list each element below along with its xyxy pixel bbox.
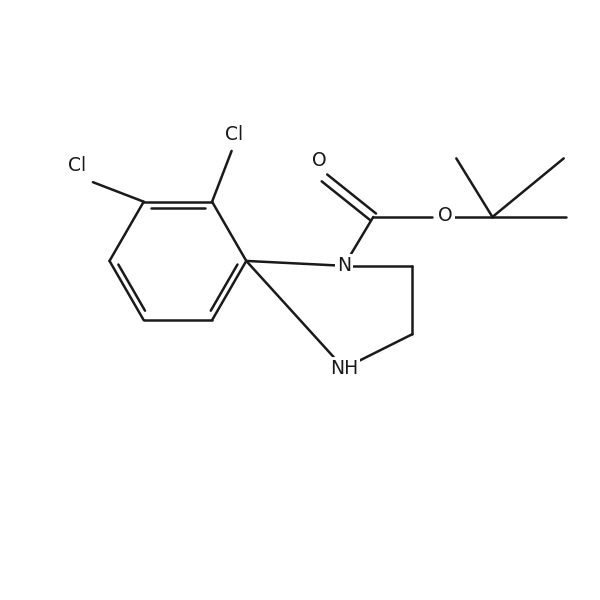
Text: O: O (438, 206, 453, 224)
Text: Cl: Cl (224, 125, 242, 144)
Text: NH: NH (330, 359, 358, 378)
Text: N: N (337, 256, 351, 275)
Text: O: O (312, 151, 327, 170)
Text: Cl: Cl (68, 156, 86, 175)
